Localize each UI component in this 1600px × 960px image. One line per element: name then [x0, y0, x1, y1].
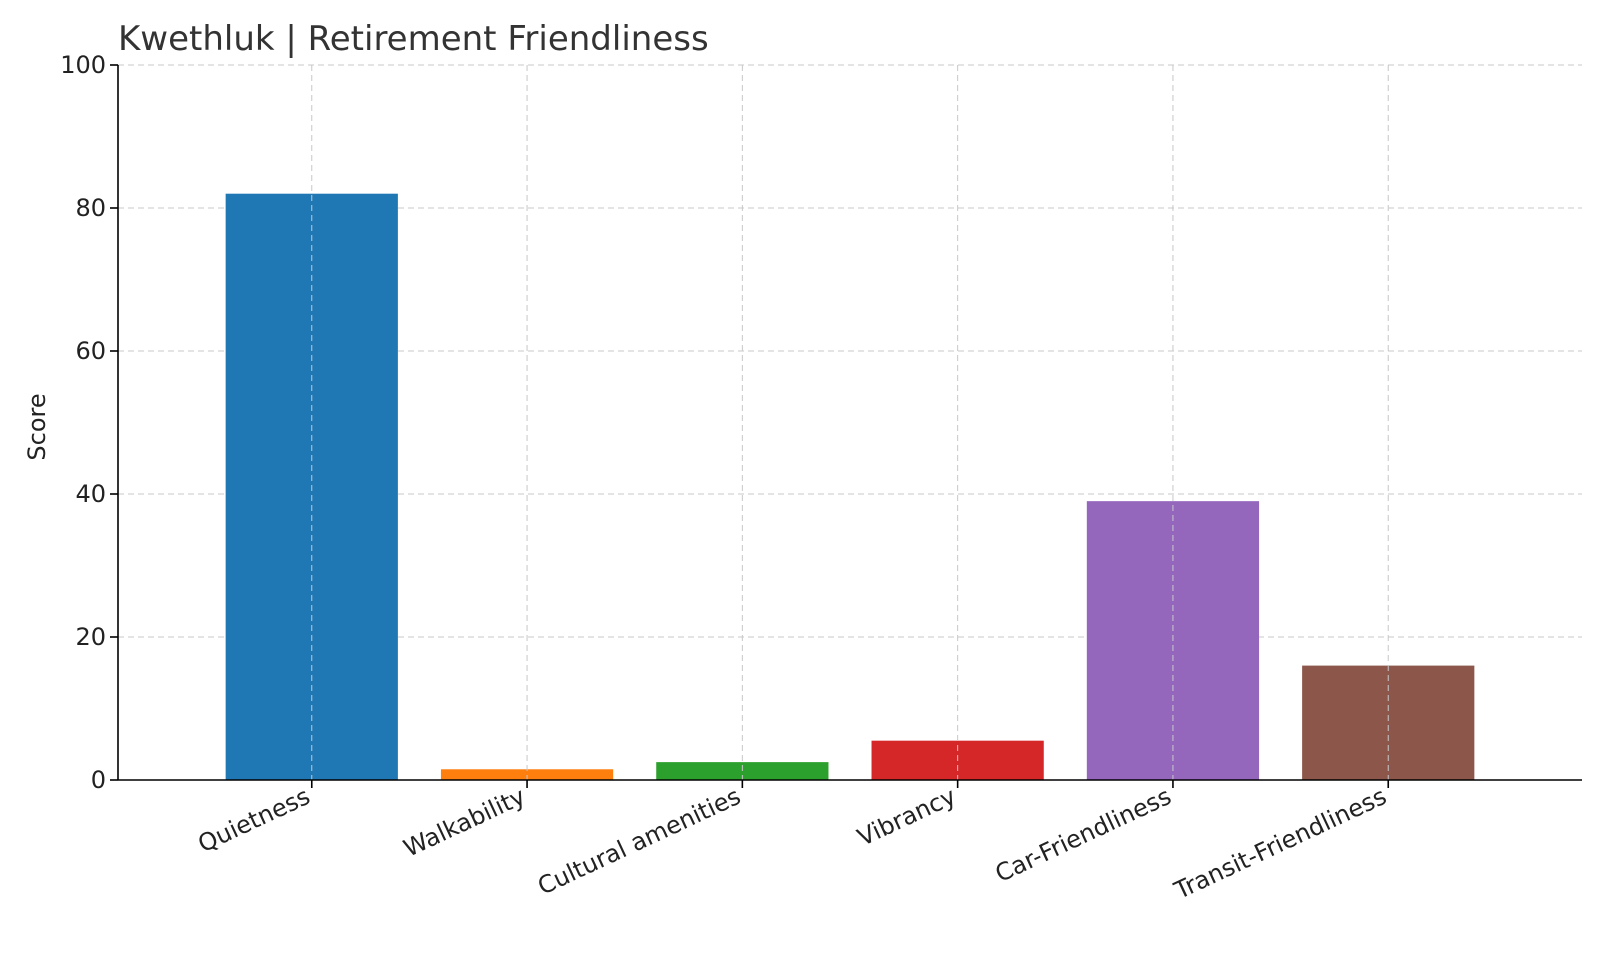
y-tick-label: 100 [60, 51, 106, 79]
y-tick-labels: 0 20 40 60 80 100 [60, 51, 106, 794]
vertical-grid-layer [311, 65, 1389, 780]
y-tick-label: 40 [75, 480, 106, 508]
x-tick-label: Vibrancy [853, 782, 960, 852]
chart-title: Kwethluk | Retirement Friendliness [118, 19, 709, 59]
x-tick-label: Car-Friendliness [991, 782, 1176, 888]
axes-layer [110, 64, 1582, 788]
y-tick-label: 60 [75, 337, 106, 365]
y-tick-label: 20 [75, 623, 106, 651]
bar-transit-friendliness [1302, 665, 1475, 780]
y-tick-label: 80 [75, 194, 106, 222]
x-tick-label: Quietness [194, 782, 315, 858]
x-tick-label: Walkability [399, 782, 529, 863]
x-tick-label: Cultural amenities [533, 782, 744, 900]
bar-walkability [440, 769, 614, 780]
y-tick-label: 0 [91, 766, 106, 794]
bars-layer [225, 193, 1475, 780]
x-tick-labels: Quietness Walkability Cultural amenities Vi… [194, 782, 1391, 905]
bar-cultural-amenities [656, 762, 829, 780]
x-tick-label: Transit-Friendliness [1169, 782, 1390, 905]
y-axis-label: Score [23, 393, 51, 460]
